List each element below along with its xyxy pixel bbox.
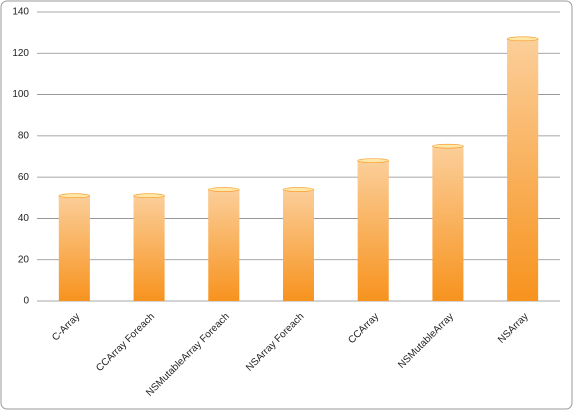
bar [357,160,389,301]
y-tick-label: 0 [23,296,29,307]
y-tick-label: 60 [18,172,30,183]
bar [283,189,314,301]
bar [432,146,464,301]
bar [58,195,90,301]
bar-cap [506,36,539,42]
bar-cap [58,193,91,199]
bar-cap [133,193,165,199]
bar-cap [357,158,390,163]
y-tick-label: 40 [18,213,30,224]
bar-cap [432,143,464,149]
y-tick-label: 80 [18,130,30,141]
bar [507,38,539,301]
y-tick-label: 140 [12,7,29,18]
bar [133,195,165,301]
bar-cap [282,187,315,192]
y-tick-label: 120 [12,48,29,59]
y-tick-label: 100 [12,89,29,100]
bar-cap [207,187,240,192]
bar [208,189,240,301]
y-tick-label: 20 [18,254,30,265]
